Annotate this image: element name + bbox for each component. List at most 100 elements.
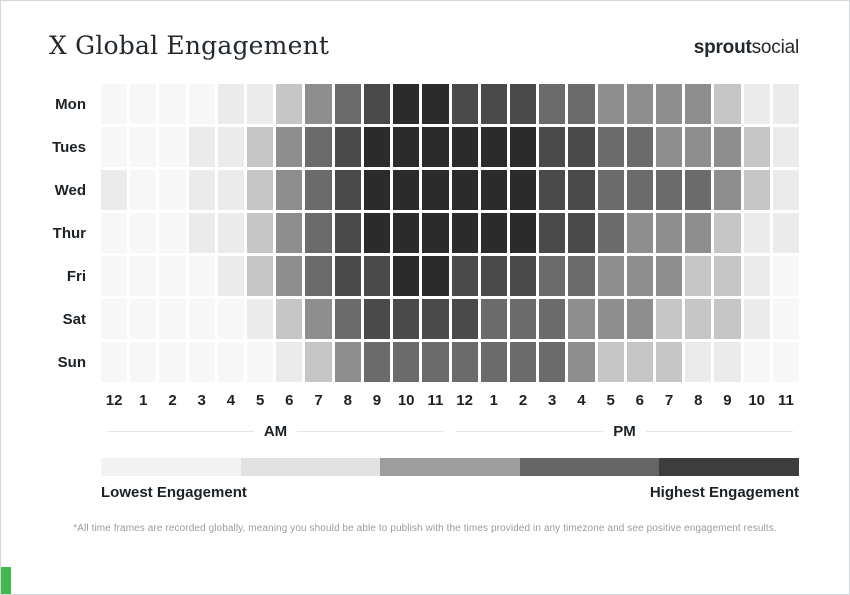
heatmap-cell bbox=[714, 170, 741, 210]
hour-label: 9 bbox=[723, 392, 732, 409]
divider-line bbox=[107, 431, 254, 432]
hour-label: 5 bbox=[255, 392, 265, 409]
heatmap-cell bbox=[451, 256, 478, 296]
heatmap-cell bbox=[685, 342, 712, 382]
header: X Global Engagement sproutsocial bbox=[1, 1, 849, 60]
heatmap-cell bbox=[509, 127, 537, 167]
heatmap-cell bbox=[626, 127, 653, 167]
hour-label: 3 bbox=[548, 392, 557, 409]
pm-label: PM bbox=[613, 423, 636, 440]
heatmap-grid: Mon Tues Wed Thur Fri Sat Sun bbox=[1, 84, 799, 382]
heatmap-cell bbox=[276, 213, 303, 253]
heatmap-cell bbox=[188, 213, 215, 253]
heatmap-cell bbox=[597, 170, 624, 210]
heatmap-cell bbox=[188, 342, 215, 382]
heatmap-cell bbox=[568, 256, 595, 296]
heatmap-cell bbox=[597, 256, 624, 296]
heatmap-cell bbox=[597, 213, 624, 253]
hour-labels: 12 1 2 3 4 5 6 7 8 9 10 11 12 1 2 3 4 5 6 7 8 9 10 11 bbox=[101, 392, 799, 409]
heatmap-cell bbox=[101, 299, 128, 339]
heatmap-cell bbox=[334, 256, 361, 296]
heatmap-cell bbox=[626, 256, 653, 296]
heatmap-cell bbox=[655, 213, 683, 253]
heatmap-cell bbox=[101, 84, 128, 124]
hour-label: 2 bbox=[518, 392, 528, 409]
heatmap-cell bbox=[247, 84, 274, 124]
heatmap-cell bbox=[101, 213, 128, 253]
hour-label: 6 bbox=[285, 392, 294, 409]
row-label-mon: Mon bbox=[55, 95, 86, 113]
heatmap-row: Sun bbox=[1, 342, 799, 382]
legend bbox=[1, 458, 799, 476]
heatmap-cell bbox=[217, 84, 245, 124]
heatmap-cell bbox=[743, 213, 770, 253]
heatmap-cell bbox=[363, 342, 391, 382]
heatmap-cell bbox=[276, 84, 303, 124]
legend-labels: Lowest Engagement Highest Engagement bbox=[1, 484, 799, 501]
heatmap-row-cells bbox=[101, 256, 799, 296]
hour-axis: 12 1 2 3 4 5 6 7 8 9 10 11 12 1 2 3 4 5 6 7 8 9 10 11 bbox=[1, 392, 799, 409]
heatmap-cell bbox=[422, 127, 449, 167]
heatmap-row-cells bbox=[101, 213, 799, 253]
heatmap-cell bbox=[334, 84, 361, 124]
divider-line bbox=[645, 431, 793, 432]
heatmap-cell bbox=[743, 299, 770, 339]
heatmap-cell bbox=[772, 127, 799, 167]
heatmap-cell bbox=[714, 84, 741, 124]
am-half: AM bbox=[101, 423, 450, 440]
heatmap-cell bbox=[217, 342, 245, 382]
heatmap-cell bbox=[509, 342, 537, 382]
heatmap-cell bbox=[451, 213, 478, 253]
heatmap-cell bbox=[597, 84, 624, 124]
divider-line bbox=[297, 431, 445, 432]
legend-spacer bbox=[1, 458, 101, 476]
heatmap-cell bbox=[714, 342, 741, 382]
heatmap-cell bbox=[685, 256, 712, 296]
hour-label: 10 bbox=[397, 392, 415, 409]
heatmap-cell bbox=[568, 170, 595, 210]
heatmap-cell bbox=[422, 213, 449, 253]
hour-label: 12 bbox=[105, 392, 123, 409]
heatmap-cell bbox=[363, 299, 391, 339]
heatmap-cell bbox=[568, 127, 595, 167]
hour-label: 6 bbox=[635, 392, 645, 409]
heatmap-cell bbox=[276, 127, 303, 167]
heatmap-cell bbox=[217, 213, 245, 253]
hour-label: 4 bbox=[226, 392, 236, 409]
heatmap-cell bbox=[334, 127, 361, 167]
hour-label: 10 bbox=[748, 392, 766, 409]
heatmap-cell bbox=[626, 170, 653, 210]
heatmap-cell bbox=[480, 256, 507, 296]
lowest-engagement-label: Lowest Engagement bbox=[101, 484, 247, 501]
heatmap-cell bbox=[655, 84, 683, 124]
hour-label: 7 bbox=[664, 392, 674, 409]
row-label-tues: Tues bbox=[52, 138, 86, 156]
heatmap-cell bbox=[305, 299, 332, 339]
legend-segment bbox=[380, 458, 520, 476]
heatmap-cell bbox=[597, 342, 624, 382]
heatmap-row: Sat bbox=[1, 299, 799, 339]
legend-spacer bbox=[1, 484, 101, 501]
heatmap-cell bbox=[743, 84, 770, 124]
divider-line bbox=[456, 431, 604, 432]
heatmap-cell bbox=[714, 213, 741, 253]
heatmap-cell bbox=[393, 342, 420, 382]
heatmap-cell bbox=[480, 213, 507, 253]
heatmap-cell bbox=[626, 213, 653, 253]
heatmap-cell bbox=[509, 299, 537, 339]
heatmap-cell bbox=[188, 127, 215, 167]
legend-segment bbox=[659, 458, 799, 476]
heatmap-cell bbox=[743, 127, 770, 167]
heatmap-cell bbox=[422, 84, 449, 124]
heatmap-cell bbox=[451, 127, 478, 167]
heatmap-cell bbox=[568, 213, 595, 253]
heatmap-cell bbox=[363, 213, 391, 253]
heatmap-cell bbox=[568, 84, 595, 124]
heatmap-cell bbox=[363, 256, 391, 296]
heatmap-cell bbox=[393, 299, 420, 339]
heatmap-cell bbox=[363, 127, 391, 167]
heatmap-cell bbox=[101, 127, 128, 167]
heatmap-cell bbox=[305, 170, 332, 210]
heatmap-row: Tues bbox=[1, 127, 799, 167]
heatmap-cell bbox=[539, 170, 566, 210]
